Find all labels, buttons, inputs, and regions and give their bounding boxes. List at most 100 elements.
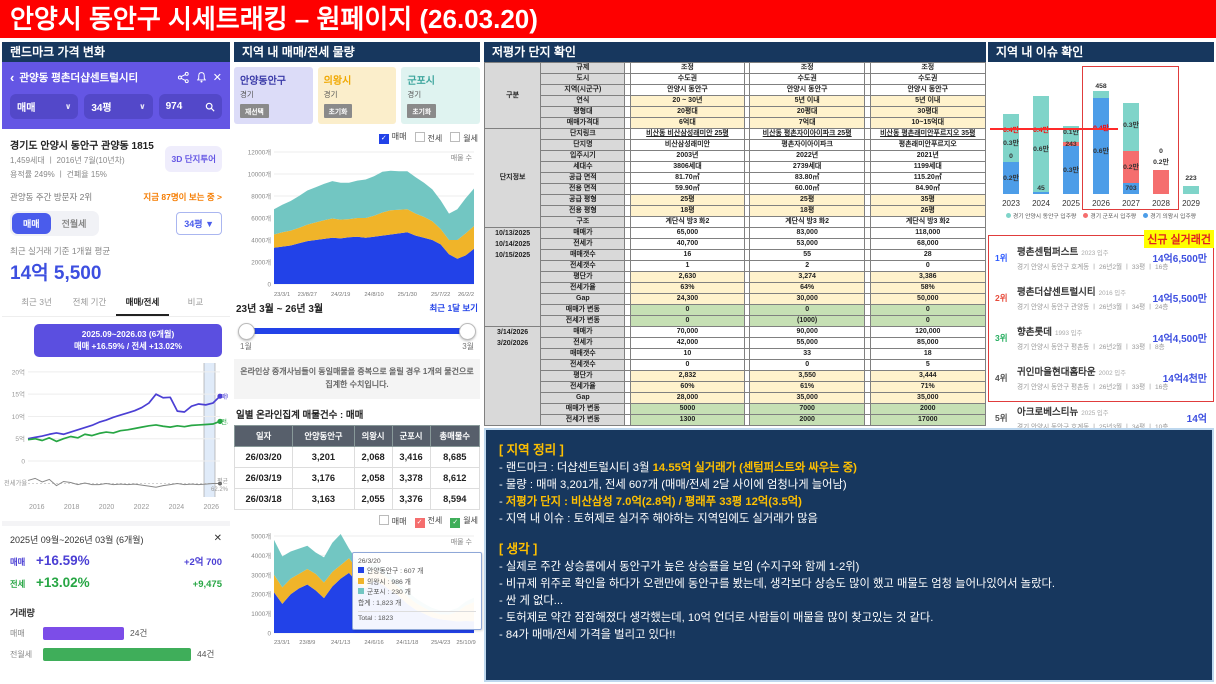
table-cell: 안양시 동안구 <box>749 84 865 96</box>
slider-handle-left[interactable] <box>238 323 255 340</box>
legend-item[interactable]: 월세 <box>450 131 478 144</box>
legend-label: 월세 <box>463 515 478 525</box>
table-cell: 5 <box>869 359 987 371</box>
summary-line: - 84가 매매/전세 가격을 벌리고 있다!! <box>499 629 676 642</box>
table-cell: 수도권 <box>630 73 745 85</box>
table-cell: 50,000 <box>869 293 987 305</box>
table-cell: 83,000 <box>749 227 865 239</box>
legend-item[interactable]: ✓ 월세 <box>450 515 478 528</box>
detail-row-label: 전세 <box>10 578 26 589</box>
slider-handle-right[interactable] <box>459 323 476 340</box>
summary-box: [ 지역 정리 ] - 랜드마크 : 더샵센트럴시티 3월 14.55억 실거래… <box>484 428 1214 682</box>
table-cell: 평촌래미안푸르지오 <box>869 139 987 151</box>
bar-segment <box>1063 146 1079 194</box>
legend-item[interactable]: 전세 <box>414 131 442 144</box>
slider-track[interactable] <box>240 328 474 334</box>
ranking-item[interactable]: 3위 향촌롯데 1993 입주 경기 안양시 동안구 평촌동 ㅣ 26년2월 ㅣ 33… <box>990 318 1212 358</box>
table-header: 일자 <box>233 424 294 447</box>
table-row: Gap 28,000 35,000 35,000 <box>485 392 987 404</box>
svg-text:5억: 5억 <box>15 435 25 443</box>
region-reset-button[interactable]: 초기화 <box>407 104 437 118</box>
bar-value-label: 243 <box>1065 141 1077 148</box>
trade-tabs: 매매 전월세 <box>10 211 100 236</box>
legend-item[interactable]: ✓ 매매 <box>378 131 407 144</box>
table-cell: 3,274 <box>749 271 865 283</box>
row-label: 전용 평형 <box>540 205 626 217</box>
tab-rent[interactable]: 전월세 <box>61 219 87 229</box>
daily-listings-table: 일자 안양동안구 의왕시 군포시 총매물수 26/03/20 3,201 2,068 3,41… <box>233 424 481 510</box>
close-icon[interactable]: ✕ <box>212 72 222 84</box>
svg-text:매물 수: 매물 수 <box>451 538 473 546</box>
svg-text:25/1/30: 25/1/30 <box>398 292 417 298</box>
table-cell: 3,201 <box>292 445 355 468</box>
ranking-item-body: 평촌더샵센트럴시티 2016 입주 경기 안양시 동안구 관양동 ㅣ 26년3월 ㅣ… <box>1017 284 1168 311</box>
table-row: 평단가 2,630 3,274 3,386 <box>485 271 987 283</box>
table-cell: 64% <box>749 282 865 294</box>
legend-dot <box>1143 213 1149 218</box>
period-tab[interactable]: 최근 3년 <box>21 297 52 307</box>
tab-sale[interactable]: 매매 <box>12 213 51 234</box>
tooltip-text: 안양동안구 : 607 개 <box>367 568 424 576</box>
period-tab[interactable]: 매매/전세 <box>116 291 169 316</box>
svg-text:15억: 15억 <box>12 391 25 399</box>
table-cell: 63% <box>630 282 745 294</box>
viewing-now-link[interactable]: 지금 87명이 보는 중 > <box>143 192 222 202</box>
complex-link[interactable]: 비산동 비산삼성래미안 25평 <box>630 128 745 140</box>
tooltip-date: 26/3/20 <box>358 557 381 565</box>
share-icon[interactable] <box>177 71 190 84</box>
trade-type-select[interactable]: 매매 ∨ <box>10 94 79 119</box>
legend-item[interactable]: ✓ 전세 <box>414 515 442 528</box>
search-button[interactable]: 974 <box>158 94 222 119</box>
region-name: 군포시 <box>407 76 435 87</box>
size-dropdown[interactable]: 34평 ▼ <box>176 212 222 235</box>
svg-text:62.2%: 62.2% <box>211 487 228 493</box>
back-icon[interactable]: ‹ <box>10 70 15 85</box>
change-detail-panel: 2025년 09월~2026년 03월 (6개월) ✕ 매매 +16.59% +2억… <box>2 520 230 597</box>
table-row: 26/03/18 3,163 2,055 3,376 8,594 <box>233 487 481 510</box>
visitor-row: 관양동 주간 방문자 2위 지금 87명이 보는 중 > <box>2 188 230 209</box>
table-header: 안양동안구 <box>292 424 355 447</box>
svg-text:평균: 평균 <box>217 477 228 485</box>
ranking-item[interactable]: 1위 평촌센텀퍼스트 2023 입주 경기 안양시 동안구 호계동 ㅣ 26년2월 ㅣ… <box>990 238 1212 278</box>
table-cell: 8,612 <box>429 466 481 489</box>
row-label: 도시 <box>540 73 626 85</box>
table-row: 매매가 변동 5000 7000 2000 <box>485 403 987 415</box>
summary-text: 지역 내 이슈 : 토허제로 실거주 해야하는 지역임에도 실거래가 많음 <box>505 513 818 526</box>
region-reset-button[interactable]: 초기화 <box>323 104 353 118</box>
legend-item[interactable]: 매매 <box>378 515 407 527</box>
close-icon[interactable]: ✕ <box>213 532 222 544</box>
table-cell: 16 <box>630 249 745 261</box>
trade-type-value: 매매 <box>17 103 36 114</box>
region-reset-button[interactable]: 재선택 <box>240 104 269 118</box>
complex-link[interactable]: 비산동 평촌래미안푸르지오 35평 <box>869 128 987 140</box>
row-label: 전세가 <box>540 238 626 250</box>
complex-name: 평촌더샵센트럴시티 2016 입주 <box>1017 287 1127 298</box>
complex-name: 평촌센텀퍼스트 2023 입주 <box>1017 247 1109 258</box>
table-cell: 1 <box>630 260 745 272</box>
table-cell: 2739세대 <box>749 161 865 173</box>
recent-month-link[interactable]: 최근 1달 보기 <box>429 302 478 313</box>
region-card: 안양동안구 경기 재선택 <box>234 67 313 124</box>
table-row: 단지정보 단지링크 비산동 비산삼성래미안 25평 비산동 평촌자이아이파크 25평 비… <box>483 128 987 228</box>
bar-value-label: 0.3만 <box>1063 167 1079 174</box>
summary-line: - 비규제 위주로 확인을 하다가 오랜만에 동안구를 봤는데, 생각보다 상승… <box>499 577 1055 590</box>
bell-icon[interactable] <box>195 71 208 84</box>
size-select[interactable]: 34평 ∨ <box>84 94 153 119</box>
period-tab[interactable]: 비교 <box>187 297 204 307</box>
complex-link[interactable]: 비산동 평촌자이아이파크 25평 <box>749 128 865 140</box>
table-cell: 7000 <box>749 403 865 415</box>
ranking-item[interactable]: 2위 평촌더샵센트럴시티 2016 입주 경기 안양시 동안구 관양동 ㅣ 26년3월… <box>990 278 1212 318</box>
svg-text:0: 0 <box>21 458 25 465</box>
trade-volume-rows: 매매 24건 전월세 44건 <box>10 626 222 661</box>
tour-3d-button[interactable]: 3D 단지투어 <box>165 145 222 172</box>
period-tab[interactable]: 전체 기간 <box>72 297 107 307</box>
ranking-item[interactable]: 4위 귀인마을현대홈타운 2002 입주 경기 안양시 동안구 평촌동 ㅣ 26년2월… <box>990 358 1212 398</box>
table-row: 연식 20 ~ 30년 5년 이내 5년 이내 <box>485 95 987 107</box>
table-cell: 조정 <box>869 62 987 74</box>
bar-year-label: 2025 <box>1062 199 1080 208</box>
table-row: 전세가율 63% 64% 58% <box>485 282 987 294</box>
summary-section1: - 랜드마크 : 더샵센트럴시티 3월 14.55억 실거래가 (센텀퍼스트와 … <box>499 460 1199 529</box>
detail-row: 매매 +16.59% +2억 700 <box>10 553 222 568</box>
table-cell: 30평대 <box>869 106 987 118</box>
